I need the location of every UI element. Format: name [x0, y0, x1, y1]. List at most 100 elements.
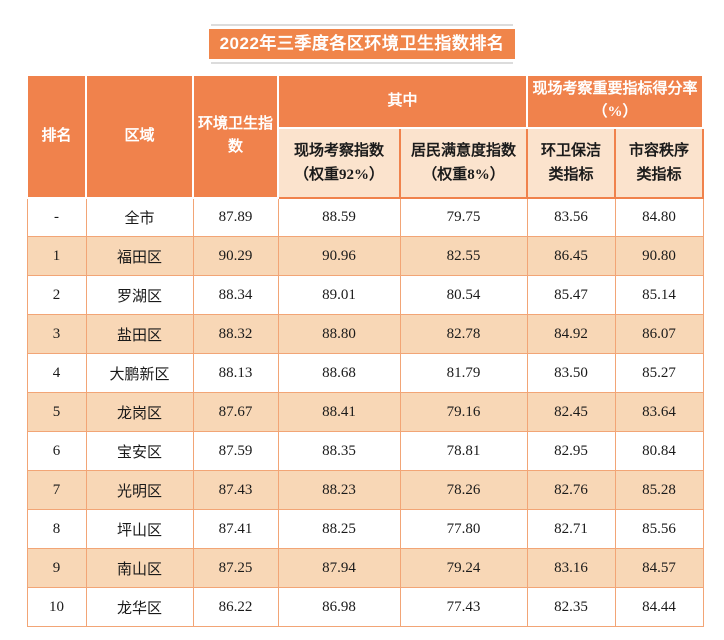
col-header-onsite-index: 现场考察指数（权重92%）	[277, 126, 401, 199]
table-row: - 全市 87.89 88.59 79.75 83.56 84.80	[26, 197, 704, 237]
cell-rank: 4	[26, 353, 87, 393]
table-row: 6 宝安区 87.59 88.35 78.81 82.95 80.84	[26, 431, 704, 471]
cell-onsite-index: 88.41	[277, 392, 401, 432]
cell-sanitation-indicator: 82.95	[526, 431, 616, 471]
cell-sanitation-indicator: 85.47	[526, 275, 616, 315]
cell-satisfaction-index: 80.54	[399, 275, 528, 315]
table-row: 1 福田区 90.29 90.96 82.55 86.45 90.80	[26, 236, 704, 276]
cell-region: 南山区	[85, 548, 194, 588]
cell-index: 87.67	[192, 392, 279, 432]
cell-region: 龙华区	[85, 587, 194, 627]
cell-city-order-indicator: 85.14	[614, 275, 704, 315]
cell-rank: 7	[26, 470, 87, 510]
col-header-satisfaction-index: 居民满意度指数（权重8%）	[398, 126, 529, 199]
cell-sanitation-indicator: 82.71	[526, 509, 616, 549]
table-row: 9 南山区 87.25 87.94 79.24 83.16 84.57	[26, 548, 704, 588]
cell-onsite-index: 88.25	[277, 509, 401, 549]
cell-sanitation-indicator: 82.45	[526, 392, 616, 432]
cell-city-order-indicator: 85.56	[614, 509, 704, 549]
cell-index: 90.29	[192, 236, 279, 276]
cell-sanitation-indicator: 83.56	[526, 197, 616, 237]
title-bottom-rule	[211, 62, 513, 64]
table-row: 8 坪山区 87.41 88.25 77.80 82.71 85.56	[26, 509, 704, 549]
cell-satisfaction-index: 77.43	[399, 587, 528, 627]
cell-onsite-index: 90.96	[277, 236, 401, 276]
cell-satisfaction-index: 81.79	[399, 353, 528, 393]
cell-sanitation-indicator: 82.35	[526, 587, 616, 627]
cell-index: 88.34	[192, 275, 279, 315]
cell-rank: 6	[26, 431, 87, 471]
cell-rank: 8	[26, 509, 87, 549]
cell-city-order-indicator: 86.07	[614, 314, 704, 354]
cell-city-order-indicator: 83.64	[614, 392, 704, 432]
cell-satisfaction-index: 82.55	[399, 236, 528, 276]
cell-onsite-index: 88.68	[277, 353, 401, 393]
cell-region: 罗湖区	[85, 275, 194, 315]
cell-satisfaction-index: 79.16	[399, 392, 528, 432]
cell-index: 87.25	[192, 548, 279, 588]
cell-satisfaction-index: 78.26	[399, 470, 528, 510]
cell-index: 87.41	[192, 509, 279, 549]
cell-sanitation-indicator: 83.50	[526, 353, 616, 393]
cell-satisfaction-index: 82.78	[399, 314, 528, 354]
cell-region: 光明区	[85, 470, 194, 510]
col-group-among: 其中	[276, 74, 529, 129]
table-row: 10 龙华区 86.22 86.98 77.43 82.35 84.44	[26, 587, 704, 627]
cell-region: 福田区	[85, 236, 194, 276]
cell-sanitation-indicator: 86.45	[526, 236, 616, 276]
cell-rank: -	[26, 197, 87, 237]
cell-rank: 10	[26, 587, 87, 627]
cell-sanitation-indicator: 84.92	[526, 314, 616, 354]
col-group-important-indicators: 现场考察重要指标得分率（%）	[526, 74, 705, 129]
col-header-region: 区域	[85, 74, 194, 199]
ranking-table: 排名 区域 环境卫生指数 其中 现场考察重要指标得分率（%） 现场考察指数（权重…	[26, 74, 705, 627]
table-row: 3 盐田区 88.32 88.80 82.78 84.92 86.07	[26, 314, 704, 354]
cell-onsite-index: 88.35	[277, 431, 401, 471]
cell-rank: 1	[26, 236, 87, 276]
cell-region: 坪山区	[85, 509, 194, 549]
page-title: 2022年三季度各区环境卫生指数排名	[208, 29, 516, 59]
title-section: 2022年三季度各区环境卫生指数排名	[0, 24, 724, 64]
cell-city-order-indicator: 85.28	[614, 470, 704, 510]
cell-onsite-index: 89.01	[277, 275, 401, 315]
cell-rank: 5	[26, 392, 87, 432]
col-header-sanitation-indicator: 环卫保洁类指标	[526, 126, 617, 199]
cell-onsite-index: 88.80	[277, 314, 401, 354]
cell-rank: 3	[26, 314, 87, 354]
cell-city-order-indicator: 84.80	[614, 197, 704, 237]
table-header: 排名 区域 环境卫生指数 其中 现场考察重要指标得分率（%） 现场考察指数（权重…	[26, 74, 705, 199]
cell-region: 大鹏新区	[85, 353, 194, 393]
cell-onsite-index: 88.23	[277, 470, 401, 510]
table-row: 7 光明区 87.43 88.23 78.26 82.76 85.28	[26, 470, 704, 510]
cell-region: 全市	[85, 197, 194, 237]
cell-region: 盐田区	[85, 314, 194, 354]
cell-city-order-indicator: 84.57	[614, 548, 704, 588]
cell-satisfaction-index: 78.81	[399, 431, 528, 471]
cell-city-order-indicator: 84.44	[614, 587, 704, 627]
cell-index: 87.43	[192, 470, 279, 510]
cell-region: 龙岗区	[85, 392, 194, 432]
table-row: 2 罗湖区 88.34 89.01 80.54 85.47 85.14	[26, 275, 704, 315]
cell-sanitation-indicator: 82.76	[526, 470, 616, 510]
table-body: - 全市 87.89 88.59 79.75 83.56 84.80 1 福田区 90.29 90.…	[26, 197, 704, 627]
cell-index: 87.59	[192, 431, 279, 471]
cell-rank: 2	[26, 275, 87, 315]
cell-city-order-indicator: 80.84	[614, 431, 704, 471]
cell-satisfaction-index: 79.24	[399, 548, 528, 588]
cell-city-order-indicator: 90.80	[614, 236, 704, 276]
cell-onsite-index: 86.98	[277, 587, 401, 627]
cell-sanitation-indicator: 83.16	[526, 548, 616, 588]
cell-rank: 9	[26, 548, 87, 588]
cell-city-order-indicator: 85.27	[614, 353, 704, 393]
cell-index: 88.32	[192, 314, 279, 354]
cell-index: 86.22	[192, 587, 279, 627]
title-top-rule	[211, 24, 513, 26]
table-row: 5 龙岗区 87.67 88.41 79.16 82.45 83.64	[26, 392, 704, 432]
cell-onsite-index: 87.94	[277, 548, 401, 588]
col-header-city-order-indicator: 市容秩序类指标	[614, 126, 705, 199]
col-header-rank: 排名	[26, 74, 87, 199]
cell-region: 宝安区	[85, 431, 194, 471]
cell-satisfaction-index: 77.80	[399, 509, 528, 549]
cell-onsite-index: 88.59	[277, 197, 401, 237]
